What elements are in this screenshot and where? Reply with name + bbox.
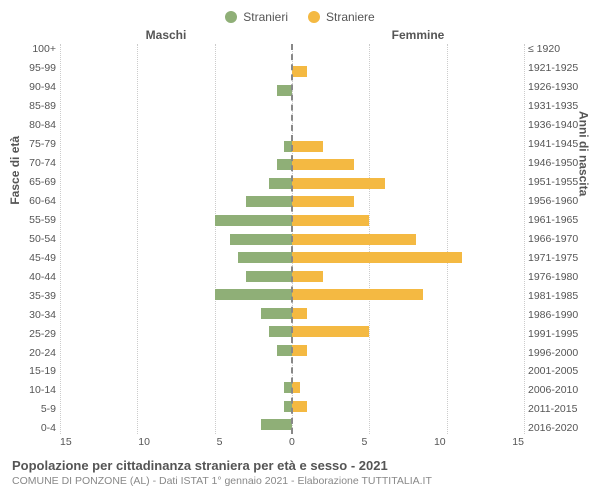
y-label-age: 40-44 <box>12 272 56 283</box>
column-headers: Maschi Femmine <box>12 28 588 42</box>
center-divider <box>291 44 293 434</box>
legend: Stranieri Straniere <box>12 10 588 24</box>
bar-male <box>261 419 292 430</box>
y-label-birth: 1991-1995 <box>528 329 588 340</box>
y-label-age: 100+ <box>12 44 56 55</box>
x-tick: 5 <box>217 436 223 448</box>
bar-male <box>238 252 292 263</box>
y-label-birth: 1996-2000 <box>528 348 588 359</box>
y-label-birth: 1961-1965 <box>528 215 588 226</box>
y-label-birth: 2016-2020 <box>528 423 588 434</box>
y-label-age: 55-59 <box>12 215 56 226</box>
bar-male <box>269 178 292 189</box>
bar-male <box>215 215 292 226</box>
y-label-age: 20-24 <box>12 348 56 359</box>
y-label-birth: 2006-2010 <box>528 385 588 396</box>
chart-title: Popolazione per cittadinanza straniera p… <box>12 458 588 473</box>
chart-subtitle: COMUNE DI PONZONE (AL) - Dati ISTAT 1° g… <box>12 475 588 487</box>
bar-female <box>292 196 354 207</box>
bar-female <box>292 159 354 170</box>
y-label-age: 90-94 <box>12 82 56 93</box>
bar-male <box>246 271 292 282</box>
bar-male <box>277 159 292 170</box>
y-label-age: 95-99 <box>12 63 56 74</box>
x-tick: 0 <box>289 436 295 448</box>
y-label-age: 35-39 <box>12 291 56 302</box>
y-label-age: 15-19 <box>12 366 56 377</box>
x-axis-ticks: 15 10 5 0 5 10 15 <box>60 436 524 448</box>
y-label-age: 85-89 <box>12 101 56 112</box>
y-axis-title-right: Anni di nascita <box>576 111 590 196</box>
pyramid-chart: Stranieri Straniere Maschi Femmine Fasce… <box>0 0 600 500</box>
bar-female <box>292 234 416 245</box>
y-label-age: 0-4 <box>12 423 56 434</box>
y-label-birth: 1956-1960 <box>528 196 588 207</box>
bar-female <box>292 178 385 189</box>
y-label-age: 45-49 <box>12 253 56 264</box>
x-tick: 15 <box>512 436 524 448</box>
header-female: Femmine <box>292 28 524 42</box>
bar-female <box>292 326 369 337</box>
y-label-birth: 1986-1990 <box>528 310 588 321</box>
y-label-birth: 1981-1985 <box>528 291 588 302</box>
bar-male <box>230 234 292 245</box>
y-label-birth: 2001-2005 <box>528 366 588 377</box>
x-tick: 10 <box>138 436 150 448</box>
y-label-birth: 2011-2015 <box>528 404 588 415</box>
chart-footer: Popolazione per cittadinanza straniera p… <box>12 458 588 487</box>
header-male: Maschi <box>60 28 292 42</box>
y-label-age: 10-14 <box>12 385 56 396</box>
bar-female <box>292 308 307 319</box>
legend-swatch-female <box>308 11 320 23</box>
legend-item-male: Stranieri <box>225 10 288 24</box>
bar-female <box>292 271 323 282</box>
y-label-age: 30-34 <box>12 310 56 321</box>
y-axis-labels-right: ≤ 19201921-19251926-19301931-19351936-19… <box>524 44 588 434</box>
y-label-age: 25-29 <box>12 329 56 340</box>
x-tick: 15 <box>60 436 72 448</box>
legend-swatch-male <box>225 11 237 23</box>
y-label-age: 5-9 <box>12 404 56 415</box>
x-tick: 5 <box>362 436 368 448</box>
bar-male <box>277 345 292 356</box>
bar-male <box>277 85 292 96</box>
y-label-age: 80-84 <box>12 120 56 131</box>
legend-item-female: Straniere <box>308 10 375 24</box>
y-label-birth: 1971-1975 <box>528 253 588 264</box>
bar-male <box>261 308 292 319</box>
bar-female <box>292 252 462 263</box>
plot-area: Fasce di età 100+95-9990-9485-8980-8475-… <box>12 44 588 434</box>
y-label-birth: 1966-1970 <box>528 234 588 245</box>
legend-label-male: Stranieri <box>243 10 288 24</box>
bars-zone <box>60 44 524 434</box>
bar-female <box>292 289 423 300</box>
bar-female <box>292 141 323 152</box>
y-label-birth: 1931-1935 <box>528 101 588 112</box>
x-axis: 15 10 5 0 5 10 15 <box>12 436 588 448</box>
y-label-birth: 1976-1980 <box>528 272 588 283</box>
bar-male <box>215 289 292 300</box>
y-label-age: 50-54 <box>12 234 56 245</box>
y-label-birth: ≤ 1920 <box>528 44 588 55</box>
bar-female <box>292 215 369 226</box>
y-axis-labels-left: 100+95-9990-9485-8980-8475-7970-7465-696… <box>12 44 60 434</box>
bar-female <box>292 382 300 393</box>
bar-male <box>246 196 292 207</box>
bar-female <box>292 66 307 77</box>
y-axis-title-left: Fasce di età <box>8 136 22 205</box>
legend-label-female: Straniere <box>326 10 375 24</box>
bar-female <box>292 401 307 412</box>
bar-male <box>269 326 292 337</box>
y-label-birth: 1921-1925 <box>528 63 588 74</box>
bar-female <box>292 345 307 356</box>
x-tick: 10 <box>434 436 446 448</box>
y-label-birth: 1926-1930 <box>528 82 588 93</box>
